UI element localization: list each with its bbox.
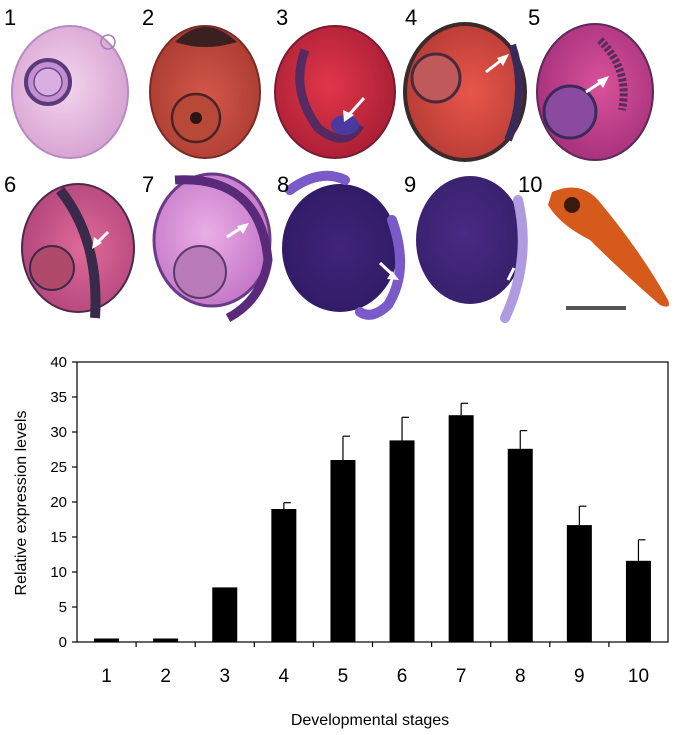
embryo-panel-3: 3 — [274, 5, 396, 159]
bar-stage-9 — [566, 525, 592, 642]
x-tick-label-8: 8 — [515, 666, 526, 687]
x-tick-label-2: 2 — [160, 666, 171, 687]
bar-stage-4 — [271, 509, 297, 642]
embryo-panel-6: 6 — [4, 172, 135, 319]
x-tick-label-10: 10 — [628, 666, 649, 687]
x-tick-label-5: 5 — [338, 666, 349, 687]
x-tick-label-1: 1 — [101, 666, 112, 687]
embryo-panel-7: 7 — [142, 172, 273, 322]
bar-stage-10 — [625, 560, 651, 642]
panel-number-8: 8 — [277, 172, 289, 197]
embryo-panel-9: 9 — [404, 172, 528, 323]
y-tick-label: 0 — [59, 634, 67, 651]
x-tick-label-7: 7 — [456, 666, 467, 687]
embryo-panel-1: 1 — [4, 5, 129, 159]
y-tick-label: 15 — [50, 529, 67, 546]
oil-globule-5 — [542, 84, 598, 140]
x-tick-label-4: 4 — [279, 666, 290, 687]
embryo-panel-4: 4 — [403, 5, 527, 162]
panel-number-6: 6 — [4, 172, 16, 197]
bars-layer — [94, 415, 651, 642]
arrow-9 — [506, 267, 516, 281]
x-tick-label-9: 9 — [574, 666, 585, 687]
panel-number-2: 2 — [142, 5, 154, 30]
error-bars-layer — [283, 402, 646, 561]
arrow-3 — [346, 97, 366, 117]
micrograph-panels: 1 2 3 4 5 6 — [4, 5, 669, 323]
embryo-6 — [21, 183, 135, 313]
embryo-panel-5: 5 — [528, 5, 654, 161]
bar-stage-2 — [153, 638, 179, 642]
y-tick-label: 30 — [50, 424, 67, 441]
x-axis: 1 2 3 4 5 6 7 8 9 10 — [101, 642, 649, 687]
bar-stage-7 — [448, 415, 474, 642]
panel-number-7: 7 — [142, 172, 154, 197]
y-tick-label: 10 — [50, 564, 67, 581]
panel-number-10: 10 — [518, 172, 542, 197]
embryo-panel-2: 2 — [142, 5, 261, 159]
y-tick-label: 35 — [50, 389, 67, 406]
x-tick-label-6: 6 — [397, 666, 408, 687]
y-tick-label: 20 — [50, 494, 67, 511]
oil-globule-4 — [410, 52, 462, 104]
larva-panel-10: 10 — [518, 172, 669, 310]
embryo-8 — [282, 184, 398, 312]
y-axis-title: Relative expression levels — [13, 411, 30, 596]
bar-stage-6 — [389, 440, 415, 642]
embryo-panel-8: 8 — [277, 170, 405, 320]
embryo-9 — [416, 176, 524, 304]
y-tick-label: 5 — [59, 599, 67, 616]
bar-stage-8 — [507, 448, 533, 642]
panel-number-5: 5 — [528, 5, 540, 30]
larva-10 — [548, 187, 669, 307]
x-axis-title: Developmental stages — [291, 712, 449, 729]
x-tick-label-3: 3 — [219, 666, 230, 687]
bar-stage-1 — [94, 638, 120, 642]
panel-number-3: 3 — [276, 5, 288, 30]
bar-stage-3 — [212, 587, 238, 642]
y-tick-label: 40 — [50, 354, 67, 371]
bar-stage-5 — [330, 460, 356, 642]
y-tick-label: 25 — [50, 459, 67, 476]
panel-number-1: 1 — [4, 5, 16, 30]
embryo-1 — [11, 25, 129, 159]
panel-number-9: 9 — [404, 172, 416, 197]
bar-chart: 0 5 10 15 20 25 30 35 40 1 2 3 4 5 6 7 8 9 10 Relative ex… — [13, 354, 669, 729]
panel-number-4: 4 — [405, 5, 417, 30]
